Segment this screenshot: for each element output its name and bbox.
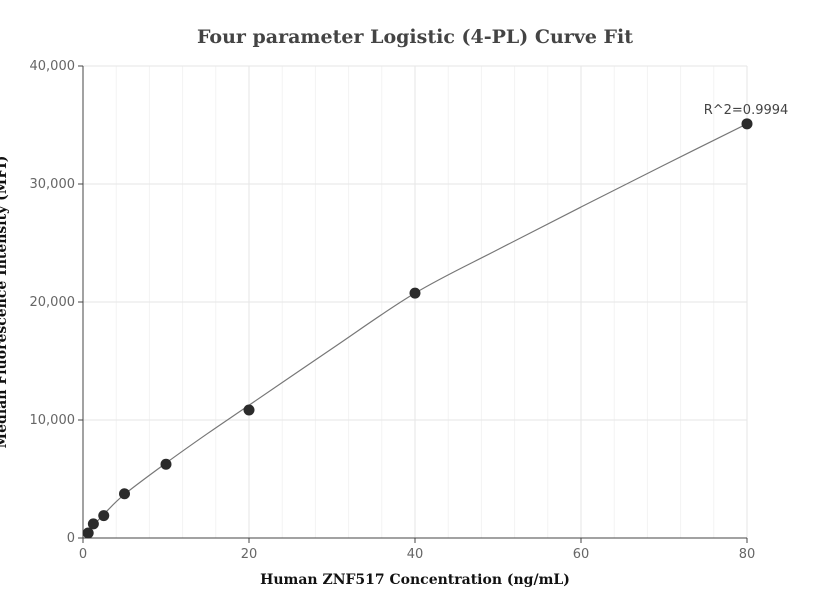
- data-point: [98, 510, 110, 522]
- y-tick-label: 10,000: [30, 413, 76, 428]
- fit-curve: [87, 123, 748, 532]
- y-axis-ticks: 0 10,000 20,000 30,000 40,000: [30, 59, 83, 546]
- data-point: [82, 527, 94, 539]
- x-tick-label: 40: [407, 547, 424, 562]
- data-point: [119, 488, 130, 500]
- r-squared-annotation: R^2=0.9994: [704, 103, 789, 118]
- y-axis-label: Median Fluorescence Intensity (MFI): [0, 156, 10, 449]
- x-axis-ticks: 0 20 40 60 80: [79, 538, 755, 562]
- data-points: [82, 118, 753, 539]
- x-tick-label: 0: [79, 547, 87, 562]
- data-point: [160, 458, 172, 470]
- data-point: [409, 287, 421, 299]
- chart-title: Four parameter Logistic (4-PL) Curve Fit: [197, 26, 633, 48]
- x-tick-label: 60: [573, 547, 590, 562]
- x-tick-label: 20: [241, 547, 258, 562]
- x-axis-label: Human ZNF517 Concentration (ng/mL): [260, 572, 570, 588]
- grid: [83, 65, 748, 538]
- data-point: [741, 118, 753, 130]
- y-tick-label: 30,000: [30, 177, 76, 192]
- y-tick-label: 0: [67, 531, 75, 546]
- data-point: [87, 518, 99, 530]
- data-point: [243, 404, 255, 416]
- y-tick-label: 20,000: [30, 295, 76, 310]
- x-tick-label: 80: [739, 547, 756, 562]
- y-tick-label: 40,000: [30, 59, 76, 74]
